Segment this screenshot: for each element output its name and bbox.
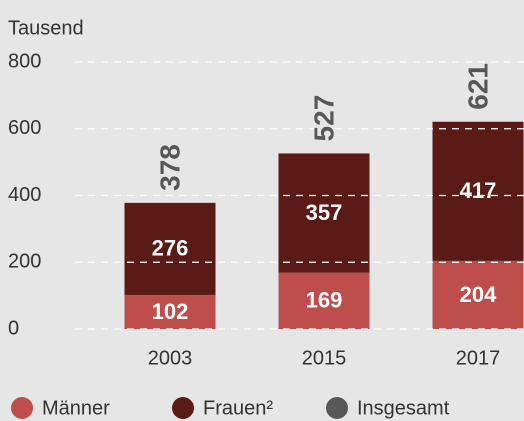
bar-segment: [432, 260, 524, 329]
total-label: 621: [462, 63, 493, 110]
bar-value-label: 204: [460, 282, 497, 307]
bar-segment: [278, 153, 370, 273]
y-tick-label: 600: [8, 117, 41, 139]
bar-segment: [432, 121, 524, 261]
legend-marker: [11, 397, 33, 419]
bar-segment: [124, 294, 216, 329]
bar-segment: [278, 272, 370, 329]
y-tick-label: 400: [8, 184, 41, 206]
y-tick-label: 800: [8, 50, 41, 72]
bar-value-label: 102: [152, 299, 189, 324]
legend-marker: [326, 397, 348, 419]
bar-value-label: 169: [306, 288, 343, 313]
x-tick-label: 2017: [456, 347, 501, 369]
bar-value-label: 357: [306, 200, 343, 225]
total-label: 527: [308, 95, 339, 142]
bar-value-label: 276: [152, 236, 189, 261]
bar-value-label: 417: [460, 178, 497, 203]
y-tick-label: 0: [8, 317, 19, 339]
legend-label: Frauen²: [203, 397, 273, 419]
legend-marker: [172, 397, 194, 419]
legend-label: Insgesamt: [357, 397, 450, 419]
total-label: 378: [154, 144, 185, 191]
y-axis-label: Tausend: [8, 17, 84, 39]
x-tick-label: 2003: [148, 347, 193, 369]
bar-segment: [124, 202, 216, 295]
y-tick-label: 200: [8, 251, 41, 273]
x-tick-label: 2015: [302, 347, 347, 369]
legend-label: Männer: [42, 397, 110, 419]
